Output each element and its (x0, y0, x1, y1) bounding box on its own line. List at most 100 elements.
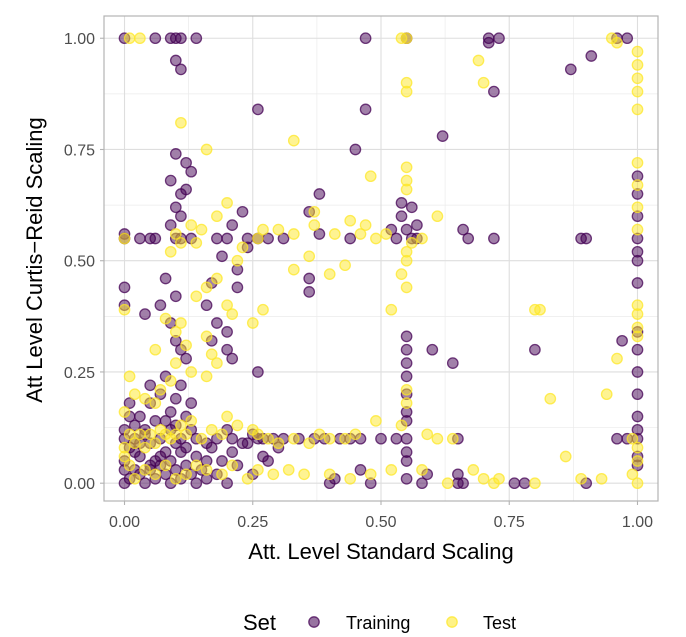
point-training (231, 281, 244, 294)
point-test (631, 179, 644, 191)
point-test (400, 383, 413, 396)
point-training (277, 232, 290, 245)
point-training (149, 232, 162, 245)
y-axis-title: Att Level Curtis−Reid Scaling (22, 117, 47, 403)
point-training (631, 343, 644, 356)
point-training (236, 205, 249, 218)
point-test (493, 472, 505, 485)
point-test (631, 330, 644, 343)
point-training (303, 272, 316, 285)
point-test (221, 410, 233, 423)
point-test (631, 223, 644, 236)
point-test (169, 228, 182, 240)
point-training (159, 272, 172, 285)
point-test (118, 450, 131, 463)
point-test (164, 245, 177, 258)
point-training (164, 406, 177, 418)
point-test (211, 210, 223, 223)
point-test (190, 237, 203, 249)
point-test (164, 375, 177, 387)
point-training (190, 477, 203, 490)
point-test (626, 468, 639, 481)
point-test (400, 397, 413, 409)
point-training (400, 455, 413, 467)
point-test (370, 415, 382, 427)
point-training (400, 432, 413, 445)
legend-label-test: Test (483, 613, 516, 633)
point-training (631, 410, 644, 423)
point-training (252, 366, 264, 378)
point-test (395, 419, 408, 432)
point-training (585, 50, 598, 62)
point-test (216, 428, 228, 441)
point-test (303, 437, 316, 450)
point-test (257, 303, 269, 316)
point-test (128, 472, 141, 485)
point-training (139, 308, 151, 320)
point-test (211, 272, 223, 285)
y-tick-label: 1.00 (64, 31, 95, 48)
point-test (441, 477, 454, 490)
point-training (226, 432, 239, 445)
x-tick-label: 0.75 (494, 514, 525, 531)
legend-label-training: Training (346, 613, 410, 633)
point-training (457, 477, 469, 490)
point-test (226, 308, 239, 320)
point-training (216, 455, 228, 467)
point-training (154, 299, 167, 312)
point-training (175, 379, 187, 392)
point-test (159, 312, 172, 325)
point-test (221, 197, 233, 209)
point-training (144, 379, 157, 392)
point-test (149, 397, 162, 409)
point-test (631, 441, 644, 454)
point-test (349, 428, 362, 441)
point-training (211, 232, 223, 245)
point-training (303, 286, 316, 298)
point-training (631, 277, 644, 289)
point-test (118, 406, 131, 418)
point-training (400, 357, 413, 369)
point-training (134, 232, 146, 245)
point-training (395, 197, 408, 209)
point-training (313, 228, 326, 240)
point-test (631, 45, 644, 58)
point-training (416, 477, 428, 490)
point-test (221, 299, 233, 312)
point-test (416, 464, 428, 476)
point-test (395, 268, 408, 280)
point-training (529, 343, 541, 356)
point-training (211, 317, 223, 329)
point-test (200, 143, 213, 156)
point-training (493, 32, 505, 45)
point-test (400, 85, 413, 98)
point-test (359, 219, 372, 231)
point-test (134, 32, 146, 45)
point-test (600, 388, 613, 401)
point-test (200, 464, 213, 476)
point-test (149, 343, 162, 356)
point-test (323, 468, 336, 481)
point-test (200, 330, 213, 343)
point-training (482, 36, 495, 49)
point-test (385, 303, 398, 316)
point-test (631, 103, 644, 116)
x-tick-label: 0.50 (365, 514, 396, 531)
point-training (175, 210, 187, 223)
point-training (395, 210, 408, 223)
point-training (149, 32, 162, 45)
point-training (262, 455, 274, 467)
point-test (118, 303, 131, 316)
point-training (390, 432, 403, 445)
point-training (164, 219, 177, 231)
point-training (185, 397, 198, 409)
legend-item-training: Training (308, 613, 410, 633)
point-test (467, 464, 480, 476)
point-test (631, 156, 644, 169)
point-test (364, 468, 377, 481)
point-training (169, 54, 182, 67)
x-axis-title: Att. Level Standard Scaling (248, 539, 513, 564)
point-test (139, 464, 151, 476)
point-test (477, 76, 490, 89)
